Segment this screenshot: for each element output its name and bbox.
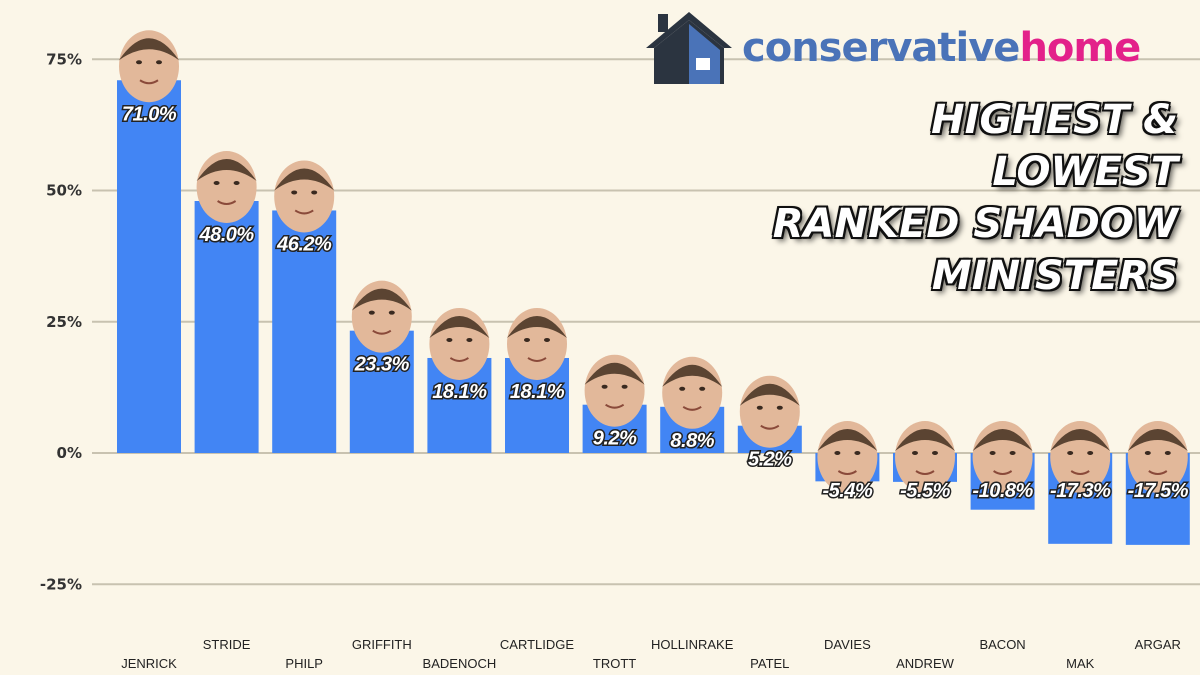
- portrait-icon: [584, 354, 645, 427]
- data-labels: 71.0% 48.0% 46.2% 23.3% 18.1% 18.1% 9.2% 8.8% 5.…: [120, 102, 1190, 504]
- x-category-label: ANDREW: [896, 656, 955, 671]
- data-label: 71.0%: [122, 103, 177, 125]
- data-label: 23.3%: [354, 354, 410, 376]
- brand-name: conservativehome: [742, 25, 1141, 71]
- x-category-label: HOLLINRAKE: [651, 637, 734, 652]
- y-tick-label: -25%: [40, 575, 82, 593]
- data-label: 8.8%: [670, 430, 714, 452]
- x-category-label: BADENOCH: [423, 656, 497, 671]
- brand-name-part2: home: [1019, 25, 1141, 71]
- title-line-1: HIGHEST & LOWEST: [931, 97, 1178, 195]
- x-category-label: GRIFFITH: [352, 637, 412, 652]
- portrait-icon: [662, 356, 723, 429]
- portrait-icon: [972, 421, 1033, 493]
- data-label: 18.1%: [510, 381, 565, 403]
- x-category-label: CARTLIDGE: [500, 637, 574, 652]
- brand-logo: conservativehome: [644, 8, 1174, 88]
- title-line-3: MINISTERS: [931, 253, 1178, 299]
- data-label: 9.2%: [593, 428, 637, 450]
- portraits: [119, 30, 1188, 493]
- x-category-label: MAK: [1066, 656, 1095, 671]
- portrait-icon: [895, 421, 955, 493]
- y-tick-label: 0%: [57, 444, 82, 462]
- y-tick-label: 75%: [46, 50, 82, 68]
- portrait-icon: [817, 421, 878, 493]
- x-category-label: TROTT: [593, 656, 636, 671]
- data-label: -5.4%: [823, 480, 873, 502]
- portrait-icon: [351, 280, 412, 353]
- y-axis: 75% 50% 25% 0% -25%: [40, 50, 82, 593]
- data-label: -17.3%: [1050, 480, 1111, 502]
- x-axis: JENRICK STRIDE PHILP GRIFFITH BADENOCHCARTLI…: [121, 637, 1181, 671]
- bar: [117, 80, 181, 453]
- x-category-label: ARGAR: [1135, 637, 1181, 652]
- data-label: -10.8%: [972, 480, 1033, 502]
- portrait-icon: [196, 151, 257, 223]
- portrait-icon: [274, 160, 335, 233]
- portrait-icon: [1050, 421, 1111, 493]
- brand-name-part1: conservative: [742, 25, 1020, 71]
- x-category-label: DAVIES: [824, 637, 871, 652]
- data-label: -17.5%: [1128, 480, 1189, 502]
- portrait-icon: [739, 375, 800, 448]
- x-category-label: PATEL: [750, 656, 789, 671]
- x-category-label: BACON: [979, 637, 1025, 652]
- data-label: 5.2%: [748, 449, 792, 471]
- bar: [194, 201, 259, 453]
- data-label: 46.2%: [276, 233, 332, 255]
- x-category-label: STRIDE: [203, 637, 251, 652]
- data-label: 18.1%: [432, 381, 487, 403]
- portrait-icon: [507, 307, 567, 380]
- data-label: 48.0%: [198, 224, 254, 246]
- y-tick-label: 50%: [46, 182, 82, 200]
- portrait-icon: [429, 307, 490, 380]
- portrait-icon: [119, 30, 179, 103]
- house-icon: [646, 12, 732, 84]
- chart-title: HIGHEST & LOWEST RANKED SHADOW MINISTERS: [758, 94, 1178, 302]
- portrait-icon: [1127, 421, 1188, 493]
- bar: [272, 210, 337, 453]
- x-category-label: PHILP: [285, 656, 323, 671]
- x-category-label: JENRICK: [121, 656, 177, 671]
- y-tick-label: 25%: [46, 313, 82, 331]
- data-label: -5.5%: [900, 480, 950, 502]
- title-line-2: RANKED SHADOW: [772, 201, 1178, 247]
